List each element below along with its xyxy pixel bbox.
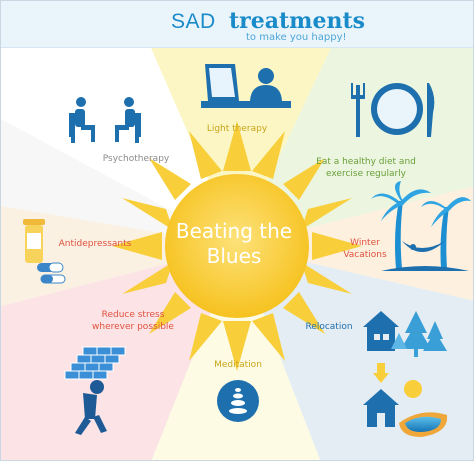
stress-icon (64, 346, 126, 435)
label-reduce-stress: Reduce stress wherever possible (83, 309, 183, 333)
label-diet-line2: exercise regularly (325, 169, 406, 179)
relocation-icon (363, 311, 448, 437)
antidepressants-icon (23, 219, 66, 284)
label-stress-line1: Reduce stress (101, 310, 165, 320)
wedge-winter (237, 186, 473, 301)
center-title-line2: Blues (206, 244, 262, 268)
diet-icon (351, 83, 435, 137)
meditation-icon (217, 380, 259, 422)
label-diet: Eat a healthy diet and exercise regularl… (311, 156, 421, 180)
light-therapy-icon (201, 64, 291, 108)
label-stress-line2: wherever possible (92, 322, 174, 332)
sun (165, 174, 309, 318)
page-subtitle: to make you happy! (246, 32, 347, 43)
center-title: Beating the Blues (169, 219, 299, 269)
label-winter-line2: Vacations (343, 250, 387, 260)
label-relocation: Relocation (305, 322, 353, 332)
label-antidepressants: Antidepressants (58, 239, 132, 249)
page-title-emphasis: treatments (229, 8, 365, 34)
label-light-therapy: Light therapy (206, 124, 268, 134)
label-diet-line1: Eat a healthy diet and (316, 157, 416, 167)
label-winter-line1: Winter (350, 238, 380, 248)
label-meditation: Meditation (214, 360, 262, 370)
psychotherapy-icon (69, 97, 141, 143)
header-bar: SAD treatments to make you happy! (1, 1, 473, 48)
sun-rays (112, 121, 362, 371)
center-title-line1: Beating the (175, 219, 293, 243)
label-winter-vacations: Winter Vacations (343, 237, 387, 261)
label-psychotherapy: Psychotherapy (102, 154, 170, 164)
palm-trees-icon (371, 181, 471, 271)
page-title: SAD (171, 10, 216, 33)
